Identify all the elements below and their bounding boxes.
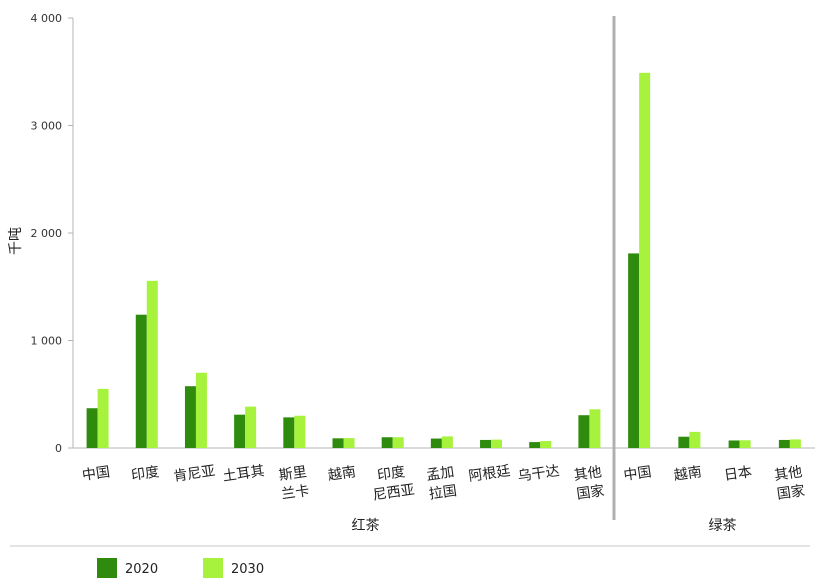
bar-2030 bbox=[639, 72, 651, 448]
category-label: 印度 bbox=[130, 464, 160, 484]
bar-2020 bbox=[728, 440, 740, 448]
category-labels: 中国 印度 肯尼亚 土耳其 斯里兰卡越南 印度尼西亚孟加拉国阿根廷 乌干达 其他国家中国 越南日… bbox=[81, 463, 806, 504]
bar-2030 bbox=[245, 406, 257, 448]
legend-label-2030: 2030 bbox=[231, 562, 264, 577]
category-label: 乌干达 bbox=[517, 463, 561, 485]
bar-2020 bbox=[778, 439, 790, 448]
category-label: 日本 bbox=[723, 464, 753, 484]
category-label: 肯尼亚 bbox=[172, 463, 216, 485]
bar-2020 bbox=[480, 439, 492, 448]
category-label: 中国 bbox=[623, 464, 653, 484]
category-label: 中国 bbox=[81, 464, 111, 484]
y-axis-label: 千吨 bbox=[8, 227, 24, 255]
bar-2030 bbox=[540, 441, 552, 448]
legend-label-2020: 2020 bbox=[125, 562, 158, 577]
bar-2030 bbox=[294, 415, 306, 448]
bar-2020 bbox=[628, 253, 640, 448]
category-label: 斯里兰卡 bbox=[278, 464, 311, 503]
category-label: 孟加拉国 bbox=[425, 464, 458, 503]
category-label: 印度尼西亚 bbox=[369, 463, 415, 504]
bar-2020 bbox=[529, 442, 541, 448]
bar-2030 bbox=[491, 439, 503, 448]
bar-2030 bbox=[343, 438, 355, 448]
group-labels: 红茶 绿茶 bbox=[352, 518, 737, 534]
y-tick-label: 4 000 bbox=[31, 12, 63, 25]
category-label: 土耳其 bbox=[222, 463, 266, 485]
legend-swatch-2020 bbox=[97, 558, 117, 578]
bar-2020 bbox=[678, 436, 690, 448]
bar-2030 bbox=[146, 280, 158, 448]
bar-2020 bbox=[184, 386, 196, 448]
bar-2030 bbox=[441, 436, 453, 448]
bar-2020 bbox=[234, 414, 246, 448]
bar-2020 bbox=[283, 417, 295, 448]
category-label: 越南 bbox=[327, 464, 357, 484]
y-tick-label: 0 bbox=[55, 442, 62, 455]
bar-2030 bbox=[97, 388, 109, 448]
bar-2030 bbox=[195, 372, 207, 448]
bars bbox=[86, 72, 801, 448]
y-tick-label: 1 000 bbox=[31, 335, 63, 348]
category-label: 其他国家 bbox=[773, 464, 806, 503]
y-tick-label: 3 000 bbox=[31, 120, 63, 133]
category-label: 其他国家 bbox=[573, 464, 606, 503]
bar-2020 bbox=[86, 408, 98, 448]
group-label: 红茶 bbox=[352, 518, 380, 534]
bar-2020 bbox=[578, 415, 590, 448]
category-label: 阿根廷 bbox=[468, 463, 512, 485]
bar-2030 bbox=[689, 431, 701, 448]
bar-2020 bbox=[135, 314, 147, 448]
group-label: 绿茶 bbox=[709, 518, 737, 534]
legend-swatch-2030 bbox=[203, 558, 223, 578]
bar-2030 bbox=[789, 439, 801, 448]
legend: 2020 2030 bbox=[97, 558, 264, 578]
bar-2030 bbox=[589, 409, 601, 448]
bar-2030 bbox=[392, 437, 404, 448]
bar-2020 bbox=[381, 437, 393, 448]
bar-2020 bbox=[332, 438, 344, 448]
bar-2020 bbox=[430, 438, 442, 448]
category-label: 越南 bbox=[673, 464, 703, 484]
y-tick-label: 2 000 bbox=[31, 227, 63, 240]
y-axis-ticks: 0 1 000 2 000 3 000 4 000 bbox=[31, 12, 73, 455]
bar-2030 bbox=[739, 440, 751, 448]
